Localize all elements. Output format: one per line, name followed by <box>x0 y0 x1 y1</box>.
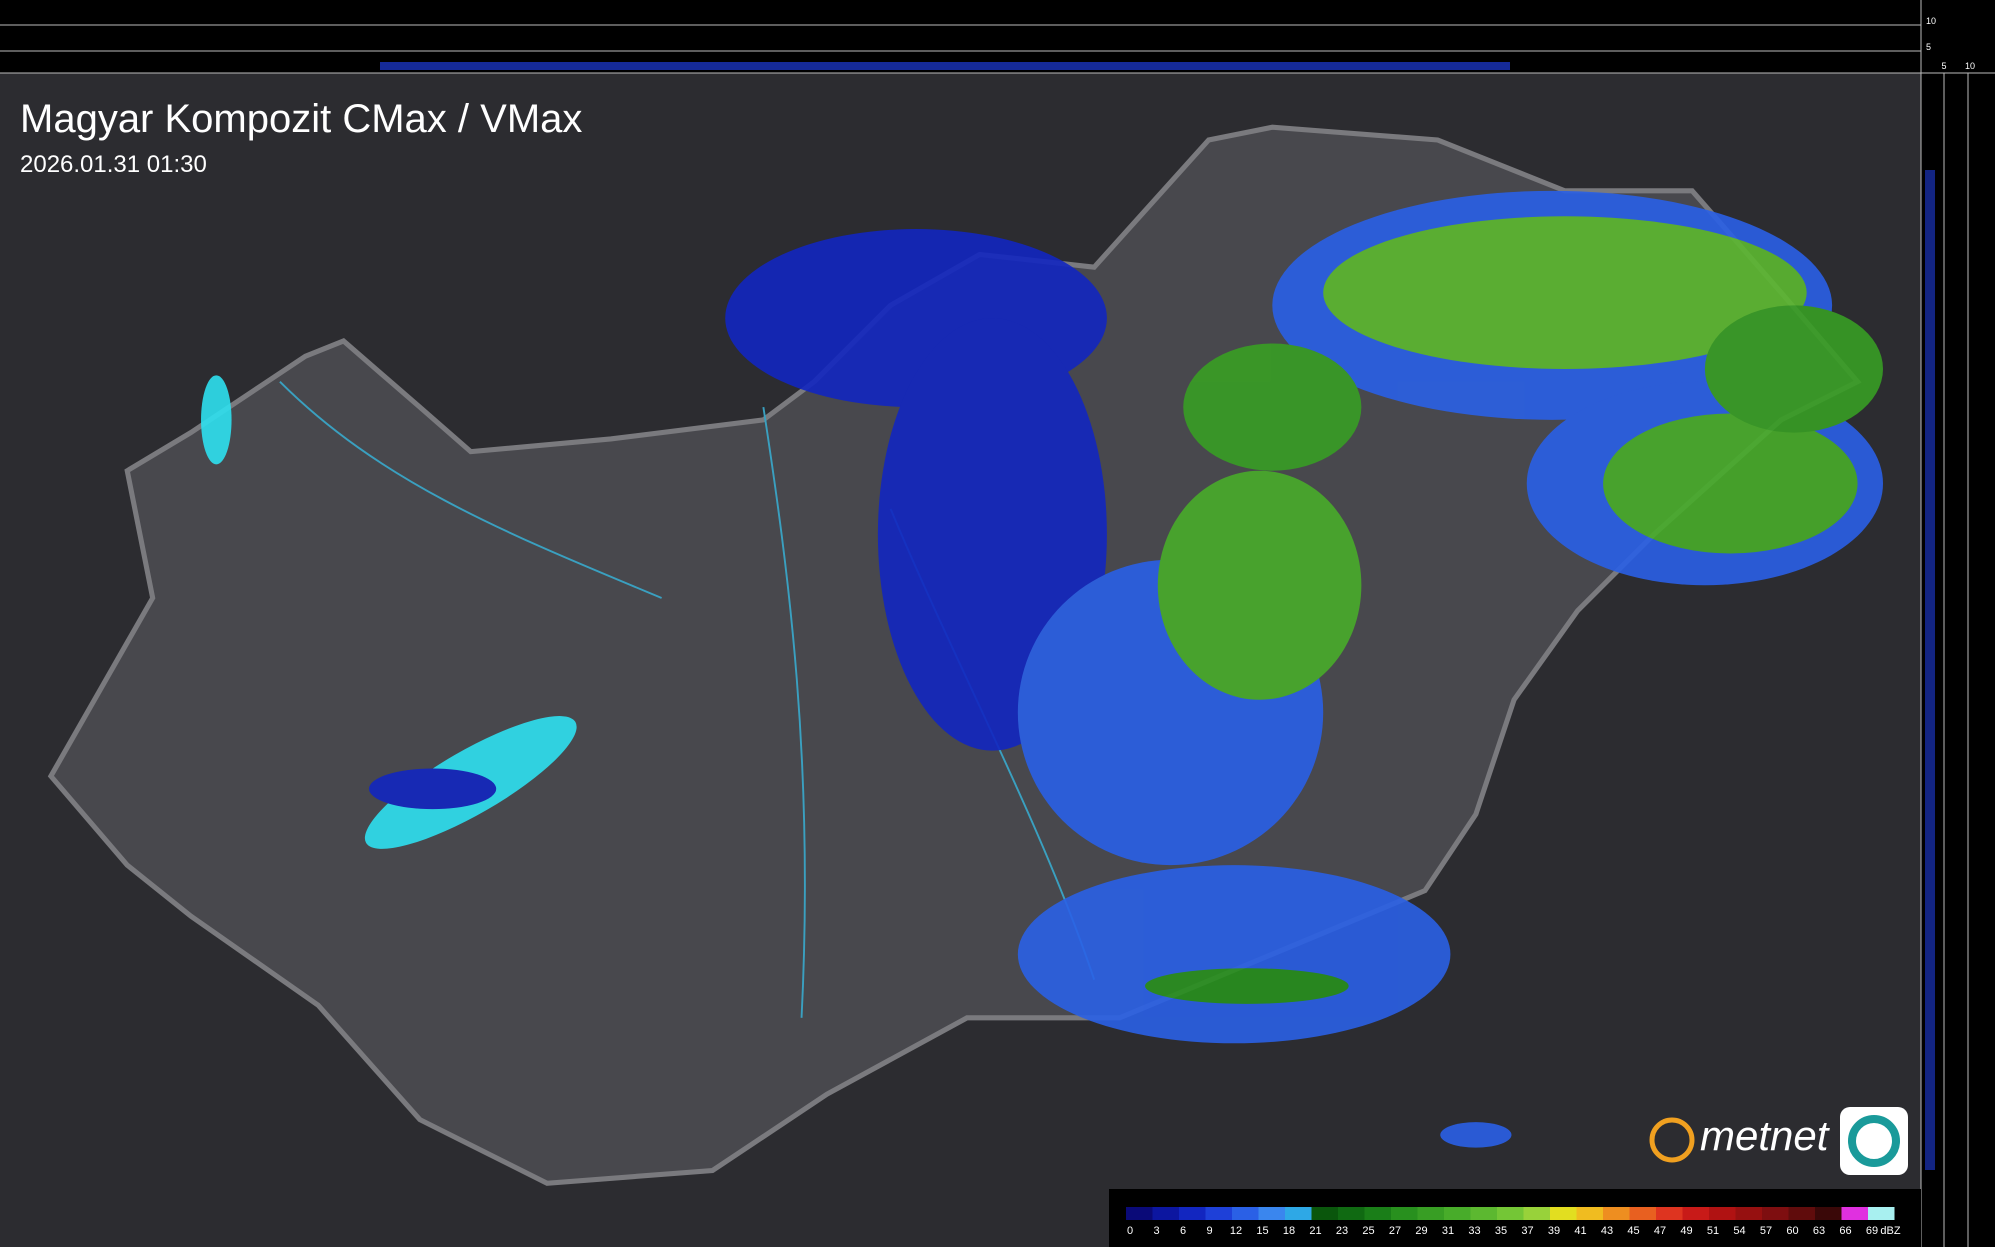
legend-swatch <box>1391 1207 1418 1220</box>
legend-swatch <box>1709 1207 1736 1220</box>
legend-label: 18 <box>1283 1225 1295 1237</box>
legend-swatch <box>1788 1207 1815 1220</box>
legend-label: 35 <box>1495 1225 1507 1237</box>
radar-echoes <box>201 190 1884 1148</box>
legend-swatch <box>1629 1207 1656 1220</box>
legend-swatch <box>1815 1207 1842 1220</box>
echo <box>201 375 232 465</box>
side-profile <box>1925 170 1935 1170</box>
legend-swatch <box>1735 1207 1762 1220</box>
logo-sun <box>1649 1117 1695 1163</box>
legend-swatch <box>1868 1207 1895 1220</box>
echo <box>1704 305 1884 433</box>
legend-label: 37 <box>1521 1225 1533 1237</box>
axis-label: 5 <box>1941 61 1946 71</box>
legend-swatch <box>1338 1207 1365 1220</box>
legend-label: 47 <box>1654 1225 1666 1237</box>
legend-label: 6 <box>1180 1225 1186 1237</box>
legend-swatch <box>1232 1207 1259 1220</box>
legend-label: 51 <box>1707 1225 1719 1237</box>
legend-swatch <box>1258 1207 1285 1220</box>
legend-swatch <box>1126 1207 1153 1220</box>
legend-label: 15 <box>1256 1225 1268 1237</box>
logo: metnet <box>1649 1107 1908 1175</box>
legend-label: 9 <box>1206 1225 1212 1237</box>
legend-label: 12 <box>1230 1225 1242 1237</box>
legend-swatch <box>1576 1207 1603 1220</box>
echo <box>1323 216 1807 369</box>
side-profile <box>380 62 1510 70</box>
echo <box>1017 865 1451 1044</box>
logo-icon <box>1848 1115 1900 1167</box>
legend-swatch <box>1311 1207 1338 1220</box>
axis-label: 5 <box>1926 42 1931 52</box>
legend-swatch <box>1841 1207 1868 1220</box>
axis-label: 10 <box>1926 16 1936 26</box>
legend-swatch <box>1603 1207 1630 1220</box>
legend-swatch <box>1152 1207 1179 1220</box>
echo <box>1157 470 1362 700</box>
legend-label: 41 <box>1574 1225 1586 1237</box>
legend-label: 57 <box>1760 1225 1772 1237</box>
legend-label: 43 <box>1601 1225 1613 1237</box>
legend-swatch <box>1444 1207 1471 1220</box>
legend-label: 63 <box>1813 1225 1825 1237</box>
legend-label: 23 <box>1336 1225 1348 1237</box>
timestamp: 2026.01.31 01:30 <box>20 151 207 178</box>
legend-swatch <box>1205 1207 1232 1220</box>
legend-swatch <box>1497 1207 1524 1220</box>
legend-label: 29 <box>1415 1225 1427 1237</box>
map-layer <box>47 124 1884 1186</box>
legend-swatch <box>1417 1207 1444 1220</box>
legend-swatch <box>1656 1207 1683 1220</box>
echo <box>1145 968 1349 1004</box>
legend-swatch <box>1523 1207 1550 1220</box>
echo <box>1440 1122 1512 1148</box>
legend-label: 27 <box>1389 1225 1401 1237</box>
logo-text: metnet <box>1700 1112 1831 1159</box>
legend-label: 60 <box>1786 1225 1798 1237</box>
echo <box>368 768 497 810</box>
legend-swatch <box>1682 1207 1709 1220</box>
legend-unit: dBZ <box>1880 1225 1900 1237</box>
legend-label: 21 <box>1309 1225 1321 1237</box>
echo <box>1183 343 1362 471</box>
legend-label: 45 <box>1627 1225 1639 1237</box>
legend-label: 39 <box>1548 1225 1560 1237</box>
legend-swatch <box>1179 1207 1206 1220</box>
legend-label: 54 <box>1733 1225 1745 1237</box>
title: Magyar Kompozit CMax / VMax <box>20 97 582 141</box>
legend: 0 3 6 9 12 15 18 21 23 25 27 29 31 33 35 37 39 41 43 45 47 49… <box>1126 1207 1901 1237</box>
legend-label: 66 <box>1839 1225 1851 1237</box>
legend-label: 33 <box>1468 1225 1480 1237</box>
echo <box>1603 413 1858 554</box>
legend-label: 0 <box>1127 1225 1133 1237</box>
axis-label: 10 <box>1965 61 1975 71</box>
legend-swatch <box>1550 1207 1577 1220</box>
legend-swatch <box>1470 1207 1497 1220</box>
legend-swatch <box>1364 1207 1391 1220</box>
legend-swatch <box>1285 1207 1312 1220</box>
legend-label: 69 <box>1866 1225 1878 1237</box>
legend-label: 25 <box>1362 1225 1374 1237</box>
legend-label: 49 <box>1680 1225 1692 1237</box>
legend-swatch <box>1762 1207 1789 1220</box>
legend-label: 31 <box>1442 1225 1454 1237</box>
legend-label: 3 <box>1153 1225 1159 1237</box>
